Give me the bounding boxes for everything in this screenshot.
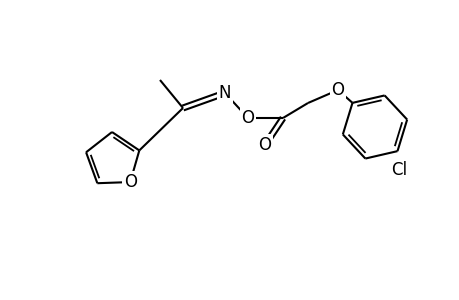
- Text: O: O: [241, 109, 254, 127]
- Text: O: O: [331, 81, 344, 99]
- Text: Cl: Cl: [391, 161, 407, 179]
- Text: N: N: [218, 84, 231, 102]
- Text: O: O: [123, 173, 136, 191]
- Text: O: O: [258, 136, 271, 154]
